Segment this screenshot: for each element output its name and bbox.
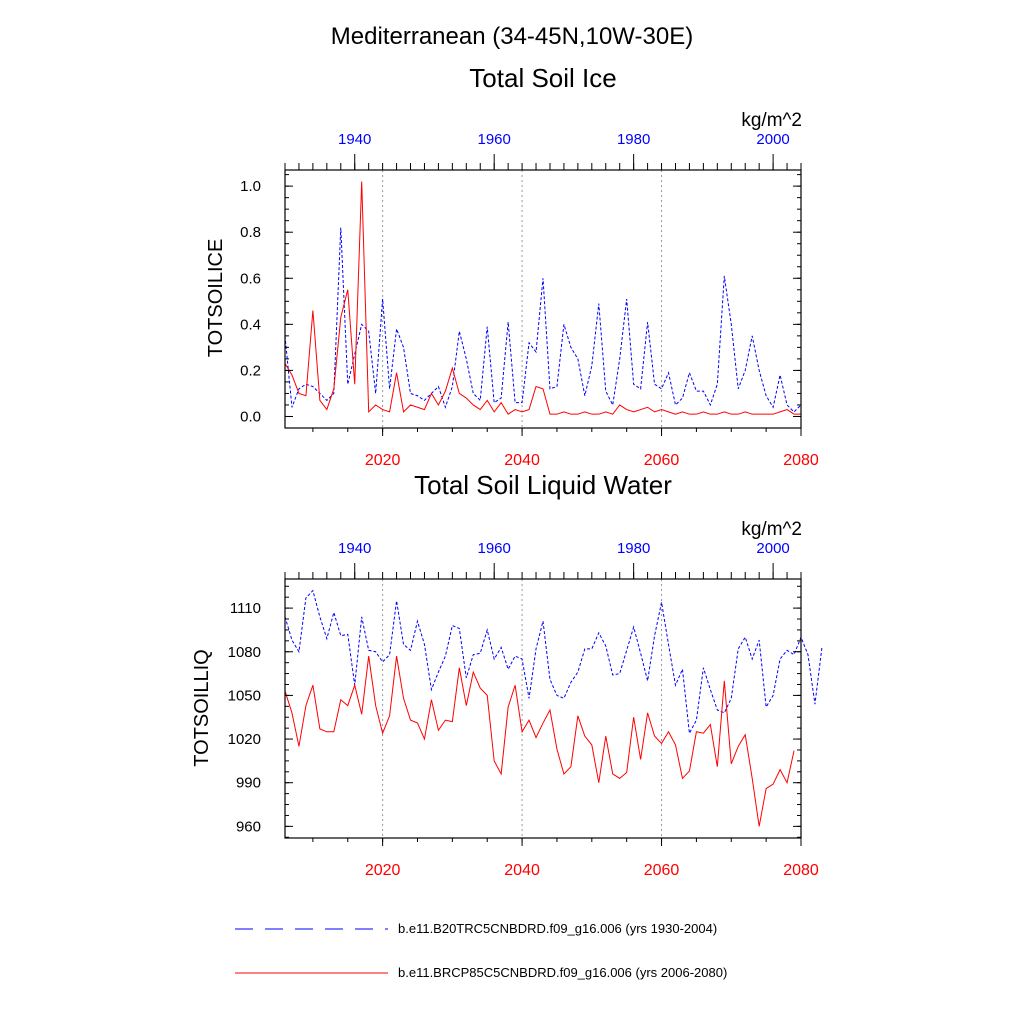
x-tick-label: 2040: [504, 452, 540, 469]
top-x-tick-label: 1980: [617, 540, 650, 557]
y-tick-label: 0.6: [240, 270, 261, 287]
y-axis-label: TOTSOILICE: [205, 239, 227, 358]
x-tick-label: 2020: [365, 452, 401, 469]
legend-label-historical: b.e11.B20TRC5CNBDRD.f09_g16.006 (yrs 193…: [398, 921, 717, 936]
y-tick-label: 0.4: [240, 316, 261, 333]
x-tick-label: 2080: [783, 862, 819, 879]
top-x-tick-label: 1940: [338, 131, 371, 148]
series-line-historical: [284, 227, 802, 413]
y-tick-label: 1080: [228, 644, 261, 661]
top-x-tick-label: 1960: [478, 131, 511, 148]
panel-title: Total Soil Liquid Water: [414, 470, 672, 500]
top-x-tick-label: 1940: [338, 540, 371, 557]
plot-frame: [284, 169, 802, 429]
legend-label-rcp85: b.e11.BRCP85C5CNBDRD.f09_g16.006 (yrs 20…: [398, 965, 727, 980]
y-tick-label: 0.2: [240, 362, 261, 379]
top-x-tick-label: 1960: [478, 540, 511, 557]
units-label: kg/m^2: [741, 519, 802, 540]
plot-frame: [284, 578, 802, 839]
top-x-tick-label: 1980: [617, 131, 650, 148]
y-tick-label: 1110: [230, 600, 261, 617]
y-tick-label: 1050: [228, 687, 261, 704]
y-axis-label: TOTSOILLIQ: [191, 649, 213, 766]
top-x-tick-label: 2000: [756, 131, 789, 148]
y-tick-label: 960: [236, 818, 261, 835]
x-tick-label: 2080: [783, 452, 819, 469]
top-x-tick-label: 2000: [756, 540, 789, 557]
units-label: kg/m^2: [741, 110, 802, 131]
y-tick-label: 0.0: [240, 408, 261, 425]
series-line-historical: [284, 589, 823, 735]
x-tick-label: 2040: [504, 862, 540, 879]
series-line-rcp85: [284, 656, 795, 827]
figure-title: Mediterranean (34-45N,10W-30E): [331, 23, 693, 50]
x-tick-label: 2060: [644, 862, 680, 879]
x-tick-label: 2060: [644, 452, 680, 469]
y-tick-label: 1020: [228, 731, 261, 748]
x-tick-label: 2020: [365, 862, 401, 879]
panel-title: Total Soil Ice: [469, 63, 616, 93]
series-line-rcp85: [284, 181, 801, 415]
legend: b.e11.B20TRC5CNBDRD.f09_g16.006 (yrs 193…: [235, 921, 727, 980]
y-tick-label: 0.8: [240, 224, 261, 241]
y-tick-label: 1.0: [240, 178, 261, 195]
soil-ice-panel: Total Soil Ice kg/m^2 TOTSOILICE 0.0 0.2 0…: [205, 63, 819, 469]
soil-liquid-panel: Total Soil Liquid Water kg/m^2 TOTSOILLI…: [191, 470, 823, 879]
y-tick-label: 990: [236, 775, 261, 792]
